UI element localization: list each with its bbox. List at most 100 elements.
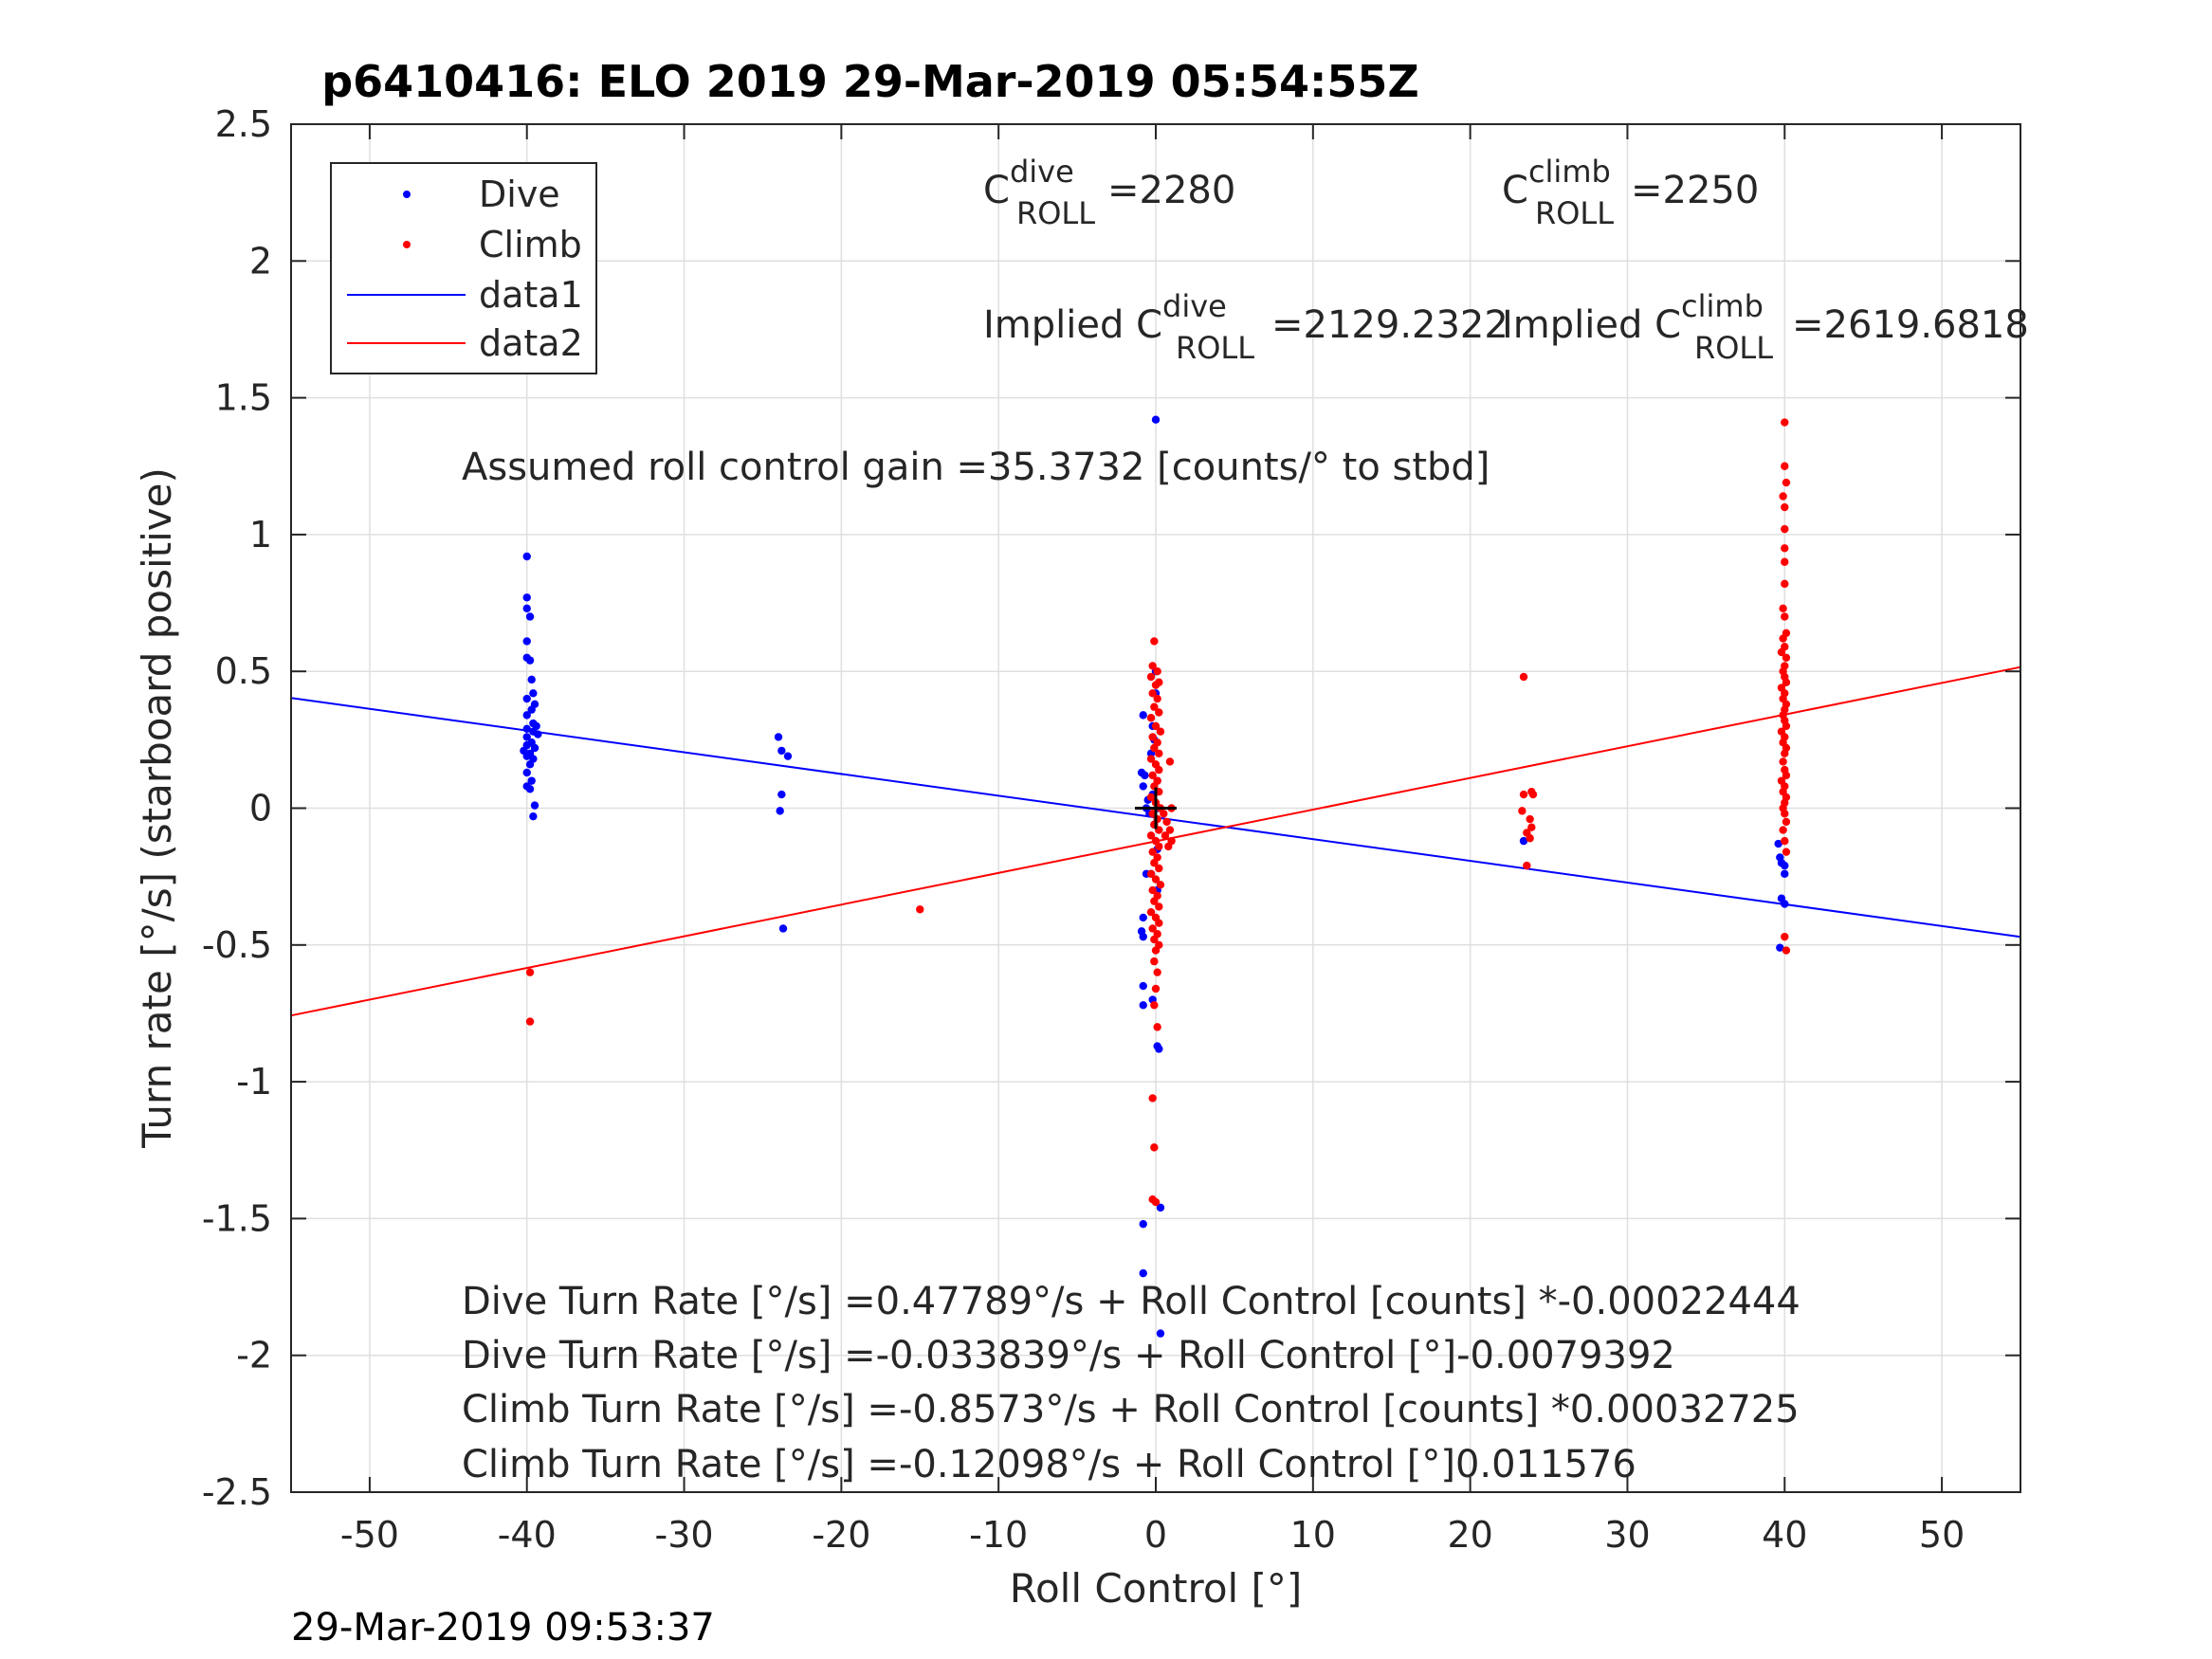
- legend-label-data1: data1: [479, 274, 583, 316]
- dive-point: [774, 733, 783, 741]
- dive-point: [1139, 913, 1147, 922]
- annotation-c-climb-prefix: C: [1502, 169, 1528, 212]
- dive-point: [525, 612, 535, 621]
- dive-point: [1151, 415, 1161, 424]
- climb-point: [1146, 672, 1156, 682]
- climb-point: [1155, 864, 1163, 873]
- climb-point: [1148, 662, 1157, 670]
- climb-point: [1155, 765, 1163, 775]
- climb-point: [1150, 897, 1159, 905]
- y-tick-label: 0: [249, 788, 272, 830]
- dive-point: [522, 724, 531, 734]
- y-tick-label: 2.5: [215, 103, 272, 145]
- legend-label-data2: data2: [479, 322, 583, 364]
- climb-point: [1150, 637, 1159, 646]
- annotation-equation-4: Climb Turn Rate [°/s] =-0.12098°/s + Rol…: [462, 1443, 1636, 1486]
- legend-marker-dive: [403, 191, 411, 198]
- dive-point: [1139, 711, 1147, 720]
- annotation-c-dive-sup: dive: [1010, 154, 1074, 190]
- annotation-implied-dive-prefix: Implied C: [983, 303, 1162, 347]
- dive-point: [1139, 1001, 1147, 1010]
- climb-point: [1155, 902, 1163, 911]
- dive-point: [1139, 932, 1147, 941]
- dive-point: [525, 656, 535, 665]
- dive-point: [1141, 771, 1149, 780]
- x-tick-label: -20: [812, 1514, 870, 1556]
- climb-point: [1155, 842, 1163, 851]
- climb-point: [1146, 793, 1156, 802]
- climb-point: [1777, 647, 1786, 657]
- climb-point: [1153, 667, 1161, 676]
- y-tick-label: -2: [236, 1335, 272, 1376]
- dive-point: [522, 752, 531, 760]
- climb-point: [1151, 946, 1161, 955]
- dive-point: [1156, 1203, 1165, 1212]
- dive-point: [1155, 1045, 1163, 1053]
- climb-point: [1779, 634, 1787, 643]
- x-tick-label: -50: [340, 1514, 399, 1556]
- dive-point: [522, 733, 531, 741]
- dive-point: [527, 675, 536, 684]
- x-tick-labels: -50 -40 -30 -20 -10 0 10 20 30 40 50: [340, 1514, 1965, 1556]
- x-tick-label: -40: [498, 1514, 557, 1556]
- climb-point: [1148, 885, 1157, 895]
- climb-point: [1148, 733, 1157, 741]
- dive-point: [525, 785, 535, 793]
- climb-point: [1781, 524, 1789, 534]
- dive-point: [1781, 900, 1789, 908]
- climb-point: [1150, 957, 1159, 966]
- climb-point: [1150, 702, 1159, 711]
- x-tick-label: 20: [1447, 1514, 1492, 1556]
- climb-point: [1523, 861, 1531, 870]
- dive-point: [529, 811, 538, 821]
- climb-point: [1782, 848, 1791, 856]
- climb-point: [1781, 749, 1789, 757]
- dive-point: [527, 705, 536, 714]
- dive-point: [776, 807, 784, 815]
- y-tick-label: -1.5: [202, 1197, 272, 1239]
- climb-point: [1148, 1094, 1157, 1103]
- climb-point: [1155, 708, 1163, 717]
- y-axis-label: Turn rate [°/s] (starboard positive): [134, 467, 180, 1149]
- dive-point: [522, 552, 531, 561]
- climb-point: [1150, 935, 1159, 944]
- annotation-implied-climb-sup: climb: [1681, 288, 1764, 324]
- climb-point: [1518, 807, 1526, 815]
- dive-point: [522, 637, 531, 646]
- dive-point: [1139, 1268, 1147, 1278]
- y-tick-label: -2.5: [202, 1471, 272, 1513]
- climb-point: [1519, 672, 1528, 682]
- dive-point: [1781, 861, 1789, 870]
- dive-point: [534, 730, 542, 738]
- y-tick-label: -0.5: [202, 924, 272, 966]
- dive-point: [777, 746, 786, 756]
- climb-point: [1781, 836, 1789, 846]
- climb-point: [1153, 1023, 1161, 1031]
- annotation-implied-dive-sub: ROLL: [1176, 330, 1254, 366]
- dive-point: [522, 694, 531, 703]
- climb-point: [916, 905, 924, 914]
- x-tick-label: -30: [655, 1514, 714, 1556]
- annotation-implied-dive-value: =2129.2322: [1271, 303, 1508, 347]
- climb-point: [1146, 869, 1156, 878]
- footer-timestamp: 29-Mar-2019 09:53:37: [291, 1606, 715, 1650]
- climb-point: [1781, 612, 1789, 621]
- climb-point: [1165, 757, 1175, 766]
- dive-point: [1519, 836, 1528, 846]
- annotation-implied-dive: Implied Cdive ROLL =2129.2322: [983, 288, 1508, 366]
- climb-point: [1526, 814, 1534, 824]
- climb-point: [1528, 790, 1538, 799]
- climb-point: [1779, 492, 1787, 501]
- annotation-equation-2: Dive Turn Rate [°/s] =-0.033839°/s + Rol…: [462, 1334, 1675, 1377]
- annotation-implied-climb: Implied Cclimb ROLL =2619.6818: [1502, 288, 2029, 366]
- climb-point: [1146, 907, 1156, 917]
- climb-point: [525, 968, 535, 976]
- annotation-c-dive-sub: ROLL: [1016, 195, 1095, 231]
- annotations: Cdive ROLL =2280 Cclimb ROLL =2250 Implied C…: [462, 154, 2029, 1486]
- climb-point: [1153, 968, 1161, 976]
- x-axis-label: Roll Control [°]: [1010, 1565, 1303, 1612]
- climb-point: [1779, 757, 1787, 766]
- dive-point: [530, 801, 539, 810]
- climb-point: [1150, 1001, 1159, 1010]
